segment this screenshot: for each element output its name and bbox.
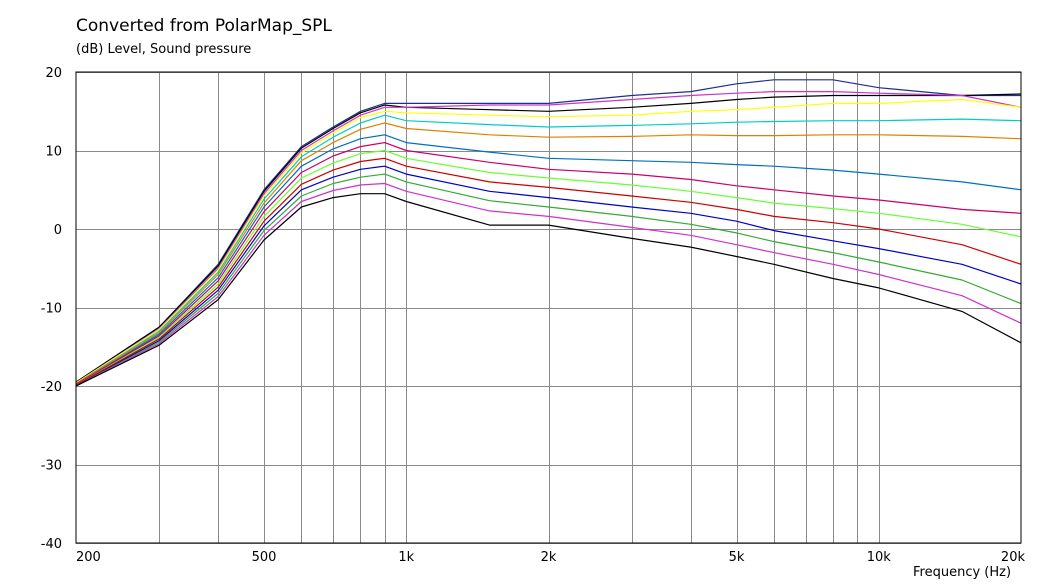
plot-frame: [75, 71, 1022, 544]
x-tick-label: 500: [252, 550, 277, 565]
x-tick-labels: 200 500 1k 2k 5k 10k 20k: [76, 550, 1025, 565]
series-line-3: [75, 90, 1022, 384]
series-line-6: [75, 122, 1022, 385]
series-line-4: [75, 98, 1022, 384]
series-line-13: [75, 182, 1022, 387]
series-line-14: [75, 193, 1022, 387]
series-line-8: [75, 142, 1022, 385]
y-tick-label: -30: [41, 459, 62, 474]
y-axis-label: (dB) Level, Sound pressure: [76, 42, 252, 57]
x-axis-label: Frequency (Hz): [913, 565, 1012, 580]
series-line-2: [75, 93, 1022, 383]
x-tick-label: 200: [76, 550, 101, 565]
x-tick-label: 10k: [867, 550, 892, 565]
series-line-11: [75, 165, 1022, 387]
series-line-1: [75, 79, 1021, 383]
y-tick-label: 10: [45, 145, 62, 160]
x-tick-label: 5k: [729, 550, 745, 565]
series-line-5: [75, 114, 1022, 385]
y-tick-label: 20: [45, 66, 62, 81]
series-line-9: [75, 149, 1022, 386]
y-tick-labels: 20 10 0 -10 -20 -30 -40: [41, 66, 62, 552]
x-tick-label: 2k: [541, 550, 557, 565]
series-line-7: [75, 134, 1022, 385]
series-line-10: [75, 157, 1022, 386]
y-tick-label: -20: [41, 380, 62, 395]
y-tick-label: 0: [54, 223, 62, 238]
grid: [76, 72, 1021, 544]
x-tick-label: 20k: [1001, 550, 1026, 565]
y-tick-label: -10: [41, 302, 62, 317]
chart-title: Converted from PolarMap_SPL: [76, 16, 332, 36]
x-tick-label: 1k: [398, 550, 414, 565]
y-tick-label: -40: [41, 537, 62, 552]
curves: [75, 79, 1022, 387]
series-line-12: [75, 173, 1022, 387]
